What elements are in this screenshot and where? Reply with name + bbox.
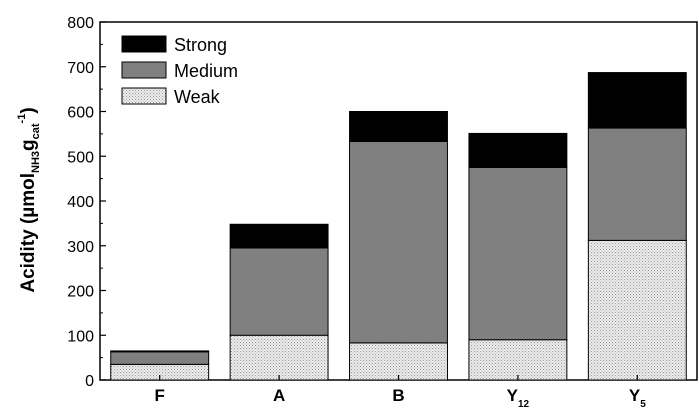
y-tick-label: 0 — [85, 373, 94, 390]
y-axis-label: Acidity (µmolNH3gcat-1) — [16, 107, 42, 292]
y-axis-label-mid: g — [18, 139, 39, 151]
bar-strong-f — [110, 350, 210, 353]
x-tick-label-main: B — [392, 386, 404, 405]
legend: Strong Medium Weak — [121, 35, 238, 107]
bar-medium-b — [349, 140, 448, 344]
x-tick-label-main: Y — [629, 386, 641, 405]
legend-swatch-strong — [121, 35, 167, 53]
x-tick-label-main: A — [273, 386, 285, 405]
bar-strong-b — [349, 111, 448, 142]
bar-medium-f — [110, 351, 210, 365]
x-tick-label: Y5 — [629, 386, 646, 408]
bar-strong-y12 — [468, 132, 568, 168]
y-tick-label: 800 — [67, 15, 94, 32]
y-tick-label: 400 — [67, 194, 94, 211]
x-tick-label-main: F — [155, 386, 165, 405]
y-tick-label: 100 — [67, 328, 94, 345]
bar-medium-y12 — [468, 166, 568, 341]
y-tick-label: 500 — [67, 149, 94, 166]
bar-strong-y5 — [587, 72, 687, 129]
y-axis-label-sub2: cat — [30, 123, 42, 139]
y-axis-label-close: ) — [18, 107, 39, 113]
bar-weak-a — [229, 334, 329, 381]
x-axis: F A B Y12 Y5 — [155, 375, 646, 408]
legend-swatch-weak — [121, 87, 167, 105]
y-tick-label: 200 — [67, 284, 94, 301]
legend-label-weak: Weak — [174, 87, 221, 107]
bars-group — [110, 72, 687, 381]
x-tick-label: Y12 — [507, 386, 530, 408]
x-tick-label: F — [155, 386, 165, 405]
y-axis-label-sup: -1 — [16, 114, 28, 124]
y-axis-label-sub1: NH3 — [30, 151, 42, 173]
x-tick-label-main: Y — [507, 386, 519, 405]
legend-label-strong: Strong — [174, 35, 227, 55]
y-tick-label: 700 — [67, 60, 94, 77]
bar-medium-y5 — [587, 127, 687, 241]
y-tick-label: 300 — [67, 239, 94, 256]
legend-swatch-medium — [121, 61, 167, 79]
x-tick-label-sub: 12 — [518, 399, 530, 408]
bar-medium-a — [229, 247, 329, 336]
legend-label-medium: Medium — [174, 61, 238, 81]
bar-strong-a — [229, 223, 329, 249]
x-tick-label-sub: 5 — [640, 399, 646, 408]
y-axis-label-main: Acidity (µmol — [18, 173, 39, 293]
y-axis: 0 100 200 300 400 500 600 700 800 — [67, 15, 106, 390]
x-tick-label: A — [273, 386, 285, 405]
bar-weak-y5 — [587, 239, 687, 381]
bar-weak-b — [349, 342, 448, 381]
y-tick-label: 600 — [67, 105, 94, 122]
x-tick-label: B — [392, 386, 404, 405]
bar-weak-y12 — [468, 339, 568, 381]
